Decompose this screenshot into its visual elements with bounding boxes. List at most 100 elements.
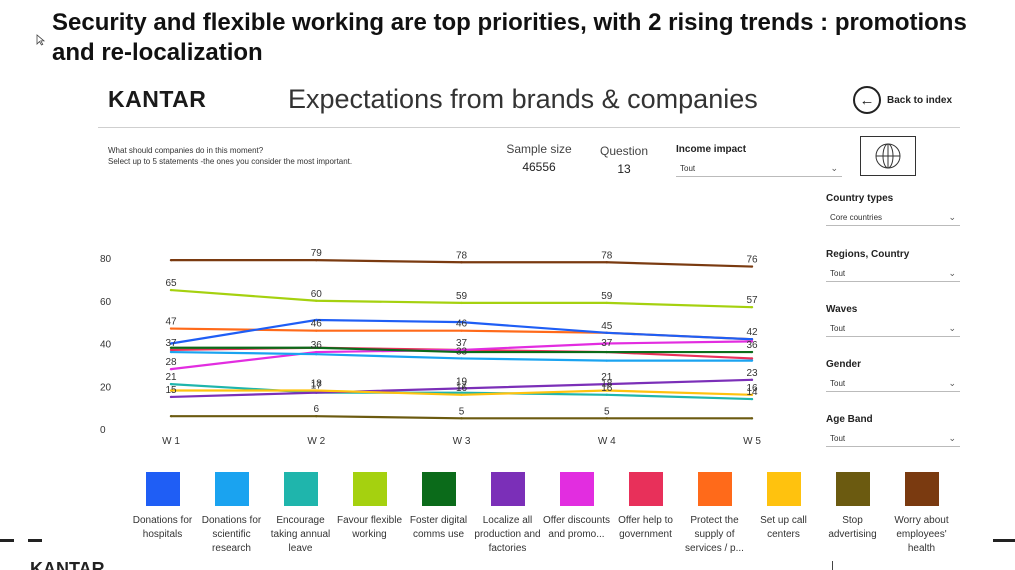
legend-swatch [421,472,456,506]
data-point [315,258,318,262]
data-point [750,417,754,420]
data-label: 5 [459,406,465,417]
data-point [460,387,463,390]
data-point [460,391,463,394]
data-point [750,393,754,396]
data-label: 36 [746,340,758,351]
chevron-down-icon: ⌄ [948,268,956,278]
legend-item[interactable]: Offer help to government [611,472,680,556]
legend-item[interactable]: Encourage taking annual leave [266,472,335,556]
data-point [169,350,173,354]
data-point [315,350,318,354]
question-card: Question 13 [592,144,656,176]
question-value: 13 [617,162,631,176]
data-label: 57 [746,295,758,306]
gender-dropdown[interactable]: Tout ⌄ [826,376,960,392]
legend-swatch [904,472,939,506]
chart-legend: Donations for hospitals Donations for sci… [128,472,958,556]
data-point [460,348,463,352]
data-point [605,301,608,305]
data-label: 21 [165,372,177,383]
legend-label: Encourage taking annual leave [270,515,331,554]
data-label: 5 [604,406,610,417]
data-point [750,397,754,401]
legend-label: Set up call centers [760,515,807,540]
legend-item[interactable]: Offer discounts and promo... [542,472,611,556]
data-label: 28 [165,357,177,368]
data-point [315,352,318,356]
filter-value: Tout [830,324,846,333]
legend-label: Worry about employees' health [894,515,949,554]
divider [0,539,14,542]
data-point [750,340,754,343]
question-label: Question [599,144,649,158]
legend-item[interactable]: Worry about employees' health [887,472,956,556]
globe-button[interactable] [860,136,916,176]
data-point [605,382,608,386]
legend-item[interactable]: Foster digital comms use [404,472,473,556]
data-label: 18 [601,379,613,390]
data-label: 65 [165,278,177,289]
data-point [605,350,608,354]
x-tick-label: W 5 [743,436,761,447]
legend-swatch [628,472,663,506]
data-point [605,389,608,392]
income-impact-dropdown[interactable]: Tout ⌄ [676,161,842,177]
data-label: 45 [601,321,613,332]
legend-label: Localize all production and factories [474,515,541,554]
data-point [460,261,463,264]
y-tick-label: 40 [100,340,112,351]
data-point [169,389,173,392]
data-point [750,357,754,360]
income-impact-label: Income impact [676,144,747,155]
data-point [605,359,608,362]
legend-item[interactable]: Donations for hospitals [128,472,197,556]
data-point [169,348,173,352]
regions-country-filter: Regions, Country Tout ⌄ [826,249,960,282]
data-point [169,346,173,349]
legend-swatch [352,472,387,506]
country-types-dropdown[interactable]: Core countries ⌄ [826,210,960,226]
filter-value: Tout [830,269,846,278]
regions-country-dropdown[interactable]: Tout ⌄ [826,266,960,282]
data-point [750,265,754,268]
chevron-down-icon: ⌄ [948,323,956,333]
data-point [605,342,608,345]
legend-item[interactable]: Donations for scientific research [197,472,266,556]
legend-item[interactable]: Set up call centers [749,472,818,556]
legend-label: Donations for scientific research [201,515,262,554]
data-label: 46 [456,319,468,330]
legend-swatch [835,472,870,506]
footer-logo: KANTAR [30,559,105,570]
legend-label: Donations for hospitals [132,515,193,540]
data-point [460,393,463,396]
legend-item[interactable]: Favour flexible working [335,472,404,556]
data-label: 79 [311,248,323,259]
data-label: 46 [311,319,323,330]
legend-item[interactable]: Protect the supply of services / p... [680,472,749,556]
income-impact-filter: Income impact Tout ⌄ [676,144,842,177]
data-point [169,395,173,399]
back-to-index-label: Back to index [887,94,953,106]
data-label: 16 [601,383,613,394]
y-tick-label: 80 [100,254,112,265]
waves-filter: Waves Tout ⌄ [826,304,960,337]
legend-swatch [214,472,249,506]
question-line-1: What should companies do in this moment? [108,146,264,155]
back-to-index-button[interactable]: ← Back to index [853,86,952,114]
data-point [169,258,173,262]
gender-filter: Gender Tout ⌄ [826,359,960,392]
waves-dropdown[interactable]: Tout ⌄ [826,321,960,337]
legend-item[interactable]: Stop advertising [818,472,887,556]
data-label: 37 [456,338,468,349]
data-label: 78 [456,250,468,261]
chevron-down-icon: ⌄ [948,378,956,388]
data-label: 59 [601,291,613,302]
sample-size-card: Sample size 46556 [500,142,578,174]
data-label: 78 [601,250,613,261]
age-band-dropdown[interactable]: Tout ⌄ [826,431,960,447]
legend-item[interactable]: Localize all production and factories [473,472,542,556]
y-tick-label: 20 [100,382,112,393]
filter-label: Waves [826,304,858,315]
data-point [169,367,173,371]
